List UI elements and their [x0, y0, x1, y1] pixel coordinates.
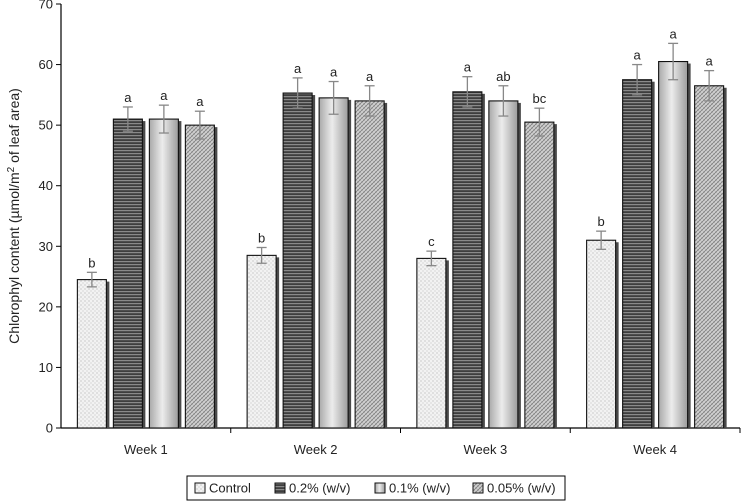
bar [112, 118, 143, 429]
bar [622, 79, 653, 429]
significance-label: a [670, 26, 678, 41]
bar [76, 279, 107, 429]
significance-label: c [428, 234, 435, 249]
significance-label: a [330, 65, 338, 80]
significance-label: a [124, 90, 132, 105]
y-tick-label: 20 [39, 299, 53, 314]
bar [658, 60, 689, 429]
x-category-label: Week 2 [294, 442, 338, 457]
bar [354, 100, 385, 429]
significance-label: b [258, 230, 265, 245]
bar [184, 124, 215, 429]
legend-swatch [472, 482, 484, 494]
significance-label: a [634, 48, 642, 63]
significance-label: b [598, 214, 605, 229]
y-tick-label: 0 [46, 421, 53, 436]
legend-label: 0.2% (w/v) [289, 481, 350, 496]
legend-label: 0.05% (w/v) [487, 481, 556, 496]
bar [452, 91, 483, 429]
significance-label: b [88, 255, 95, 270]
bar [586, 239, 617, 429]
x-category-label: Week 3 [463, 442, 507, 457]
significance-label: bc [533, 91, 547, 106]
bar [488, 100, 519, 429]
significance-label: a [160, 88, 168, 103]
significance-label: a [706, 54, 714, 69]
y-tick-label: 70 [39, 0, 53, 12]
significance-label: a [366, 69, 374, 84]
x-category-label: Week 1 [124, 442, 168, 457]
y-tick-label: 50 [39, 118, 53, 133]
legend-label: 0.1% (w/v) [389, 481, 450, 496]
legend-swatch [374, 482, 386, 494]
significance-label: a [464, 60, 472, 75]
y-axis-title-superscript: 2 [6, 166, 17, 172]
significance-label: a [294, 61, 302, 76]
legend-swatch [194, 482, 206, 494]
bar [148, 118, 179, 429]
y-tick-label: 40 [39, 178, 53, 193]
legend-swatch [274, 482, 286, 494]
bar [246, 254, 277, 429]
bar [318, 97, 349, 429]
x-category-label: Week 4 [633, 442, 677, 457]
legend: Control 0.2% (w/v) 0.1% (w/v) 0.05% (w/v) [186, 475, 566, 501]
plot-area: 0 10 20 30 40 50 60 70 Week 1 b a a a Week 2 b a a a Week … [39, 0, 741, 457]
y-tick-label: 60 [39, 57, 53, 72]
bar [524, 121, 555, 429]
significance-label: ab [496, 69, 510, 84]
y-axis-title-main: Chlorophyl content (µmol/m [6, 172, 22, 343]
y-axis-title-tail: of leaf area) [6, 88, 22, 167]
y-axis-title: Chlorophyl content (µmol/m2 of leaf area… [6, 88, 22, 344]
significance-label: a [196, 94, 204, 109]
bar [416, 257, 447, 429]
y-tick-label: 10 [39, 360, 53, 375]
bar [282, 92, 313, 429]
legend-label: Control [209, 481, 251, 496]
y-tick-label: 30 [39, 239, 53, 254]
bar [694, 85, 725, 429]
